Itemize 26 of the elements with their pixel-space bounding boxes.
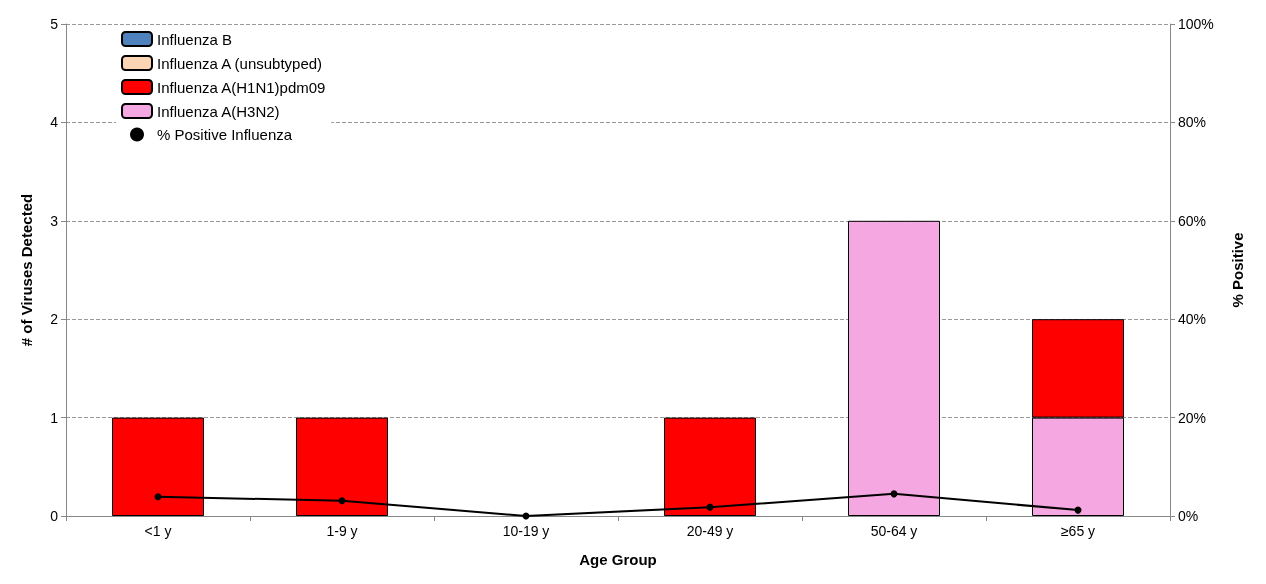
legend-label: Influenza A (unsubtyped)	[157, 54, 323, 72]
y2-axis-title: % Positive	[1229, 232, 1246, 308]
y-tick-label: 3	[50, 212, 59, 229]
y2-tick-label: 80%	[1178, 114, 1207, 131]
y2-tick-label: 60%	[1178, 212, 1207, 229]
y2-tick-label: 40%	[1178, 311, 1207, 328]
x-tick-label: <1 y	[144, 523, 172, 539]
x-tick-label: 1-9 y	[326, 523, 358, 539]
y2-tick-label: 0%	[1178, 508, 1199, 524]
x-tick-label: 10-19 y	[502, 523, 550, 539]
y-tick-label: 5	[50, 16, 59, 32]
legend-label: Influenza A(H3N2)	[157, 102, 280, 120]
x-tick-label: 50-64 y	[870, 523, 918, 539]
legend-label: Influenza A(H1N1)pdm09	[157, 78, 326, 96]
y2-tick-label: 20%	[1178, 409, 1207, 426]
y-tick-label: 4	[50, 114, 59, 131]
y-tick-label: 2	[50, 311, 59, 328]
y-tick-label: 1	[50, 409, 59, 426]
y-tick-label: 0	[50, 508, 59, 524]
x-tick-label: ≥65 y	[1060, 523, 1096, 539]
legend-label: % Positive Influenza	[157, 126, 293, 143]
y-axis-title: # of Viruses Detected	[18, 193, 35, 347]
legend-label: Influenza B	[157, 30, 233, 48]
y2-tick-label: 100%	[1178, 16, 1214, 32]
x-axis-title: Age Group	[579, 551, 657, 568]
x-tick-label: 20-49 y	[686, 523, 734, 539]
